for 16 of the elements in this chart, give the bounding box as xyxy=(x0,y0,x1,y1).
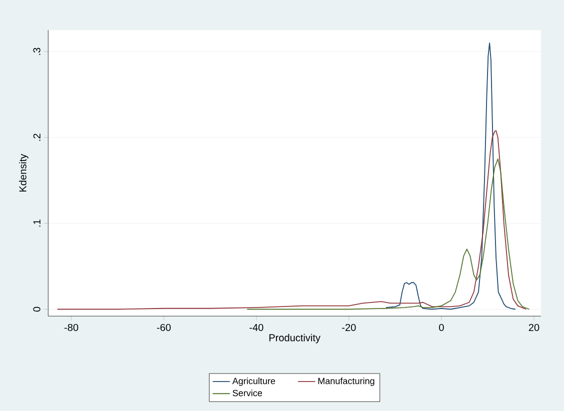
y-axis-title: Kdensity xyxy=(19,154,28,192)
y-tick-label: 0 xyxy=(33,306,40,312)
y-tick-label: .1 xyxy=(33,219,40,226)
x-tick-label: -20 xyxy=(342,324,356,331)
x-tick-label: -60 xyxy=(157,324,171,331)
x-tick-label: 0 xyxy=(439,324,444,331)
legend-label: Manufacturing xyxy=(318,377,374,386)
legend-label: Agriculture xyxy=(232,377,276,386)
x-tick-label: -80 xyxy=(64,324,78,331)
line-series xyxy=(385,42,516,310)
x-tick-label: 20 xyxy=(528,324,540,331)
x-tick-label: -40 xyxy=(250,324,264,331)
y-tick-label: .3 xyxy=(33,48,40,55)
legend-label: Service xyxy=(232,389,262,396)
y-tick-label: .2 xyxy=(33,134,40,141)
x-axis-title: Productivity xyxy=(269,334,320,344)
